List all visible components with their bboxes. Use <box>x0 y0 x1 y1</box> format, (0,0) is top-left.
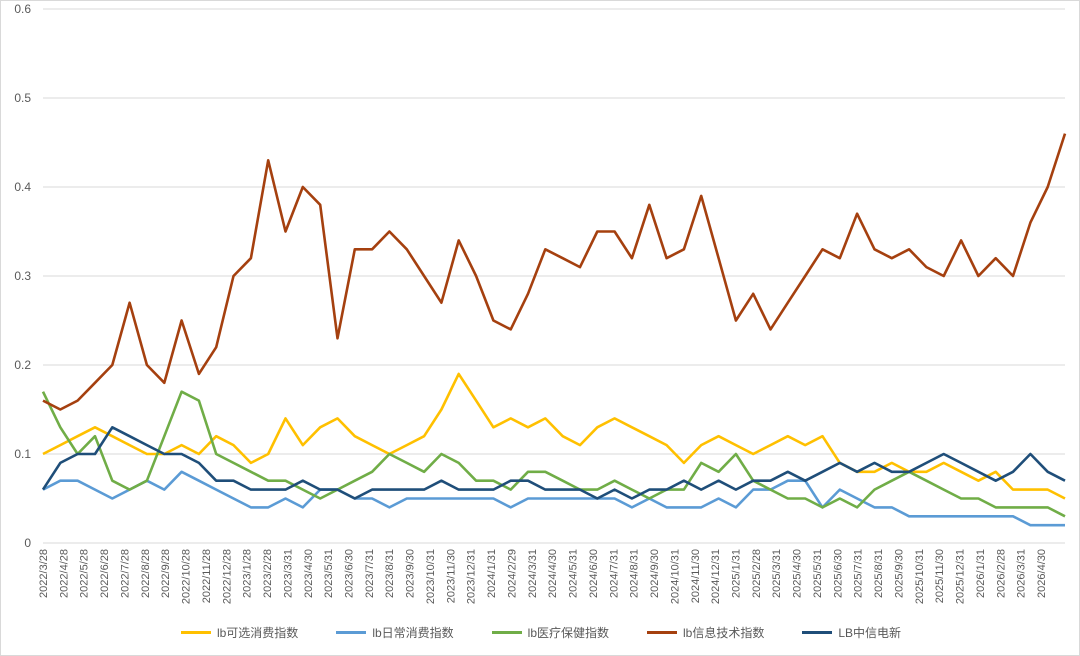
x-tick-label: 2023/3/31 <box>282 549 294 598</box>
legend-swatch <box>491 630 522 634</box>
x-tick-label: 2023/6/30 <box>344 549 356 598</box>
x-tick-label: 2025/2/28 <box>751 549 763 598</box>
x-tick-label: 2023/9/30 <box>405 549 417 598</box>
x-tick-label: 2024/9/30 <box>649 549 661 598</box>
legend-swatch <box>802 630 833 634</box>
x-tick-label: 2024/4/30 <box>547 549 559 598</box>
series-line-4 <box>41 426 1066 500</box>
x-tick-label: 2024/1/31 <box>486 549 498 598</box>
x-tick-label: 2025/3/31 <box>771 549 783 598</box>
grid <box>43 8 1065 544</box>
x-tick-label: 2024/11/30 <box>690 549 702 603</box>
legend-item-1: lb日常消费指数 <box>336 624 454 641</box>
x-tick-label: 2024/10/31 <box>669 549 681 604</box>
x-tick-label: 2024/7/31 <box>608 549 620 598</box>
x-tick-label: 2022/9/28 <box>160 549 172 598</box>
x-tick-label: 2022/6/28 <box>99 549 111 598</box>
x-tick-label: 2022/3/28 <box>38 549 50 598</box>
x-tick-label: 2026/1/31 <box>975 549 987 598</box>
x-tick-label: 2024/5/31 <box>568 549 580 598</box>
x-tick-label: 2025/10/31 <box>914 549 926 604</box>
x-tick-label: 2025/5/31 <box>812 549 824 598</box>
x-tick-label: 2025/12/31 <box>955 549 967 604</box>
x-tick-label: 2022/5/28 <box>79 549 91 598</box>
series-lines <box>41 133 1067 527</box>
x-tick-label: 2022/12/28 <box>221 549 233 604</box>
y-tick-label: 0.4 <box>14 180 31 194</box>
x-tick-label: 2022/11/28 <box>201 549 213 603</box>
series-line-1 <box>42 470 1065 527</box>
x-tick-label: 2025/6/30 <box>832 549 844 598</box>
legend-label: lb可选消费指数 <box>216 625 299 640</box>
legend-swatch <box>180 630 211 634</box>
x-tick-label: 2023/11/30 <box>445 549 457 603</box>
x-tick-label: 2026/2/28 <box>995 549 1007 598</box>
x-tick-label: 2024/6/30 <box>588 549 600 598</box>
y-tick-label: 0.6 <box>14 2 31 16</box>
x-tick-label: 2025/4/30 <box>792 549 804 598</box>
legend-item-4: LB中信电新 <box>802 624 901 641</box>
y-tick-label: 0 <box>24 536 31 550</box>
series-line-2 <box>41 390 1066 518</box>
x-tick-label: 2025/11/30 <box>934 549 946 603</box>
y-axis: 0 0.1 0.2 0.3 0.4 0.5 0.6 <box>14 2 31 550</box>
series-line-3 <box>42 133 1067 411</box>
x-tick-label: 2024/3/31 <box>527 549 539 598</box>
legend-label: lb日常消费指数 <box>372 625 454 640</box>
x-tick-label: 2024/2/29 <box>506 549 518 598</box>
legend-item-3: lb信息技术指数 <box>647 624 764 641</box>
x-tick-label: 2023/4/30 <box>303 549 315 598</box>
x-tick-label: 2022/7/28 <box>119 549 131 598</box>
x-tick-label: 2024/12/31 <box>710 549 722 604</box>
x-tick-label: 2023/5/31 <box>323 549 335 598</box>
x-tick-label: 2022/8/28 <box>140 549 152 598</box>
x-tick-label: 2022/4/28 <box>58 549 70 598</box>
x-tick-label: 2022/10/28 <box>181 549 193 604</box>
legend-label: lb信息技术指数 <box>683 625 765 640</box>
legend-item-2: lb医疗保健指数 <box>491 624 609 641</box>
legend-label: lb医疗保健指数 <box>527 625 609 640</box>
y-tick-label: 0.1 <box>14 447 31 461</box>
legend-swatch <box>336 630 367 634</box>
x-tick-label: 2023/1/28 <box>242 549 254 598</box>
x-tick-label: 2025/1/31 <box>730 549 742 598</box>
x-tick-label: 2024/8/31 <box>629 549 641 598</box>
legend: lb可选消费指数 lb日常消费指数 lb医疗保健指数 lb信息技术指数 LB中信电新 <box>1 621 1080 643</box>
x-tick-label: 2023/2/28 <box>262 549 274 598</box>
y-tick-label: 0.2 <box>14 358 31 372</box>
x-tick-label: 2023/7/31 <box>364 549 376 598</box>
series-line-0 <box>42 372 1066 500</box>
x-tick-label: 2023/8/31 <box>384 549 396 598</box>
x-tick-label: 2023/12/31 <box>466 549 478 604</box>
line-chart: 00.10.20.30.40.50.6 2022/3/28 2022/4/28 20… <box>14 2 1067 604</box>
legend-swatch <box>647 630 677 634</box>
x-tick-label: 2026/4/30 <box>1036 549 1048 598</box>
x-tick-label: 2025/8/31 <box>873 549 885 598</box>
y-tick-label: 0.3 <box>14 269 31 283</box>
x-tick-label: 2023/10/31 <box>425 549 437 604</box>
x-tick-label: 2026/3/31 <box>1016 549 1028 598</box>
x-tick-label: 2025/7/31 <box>853 549 865 598</box>
x-axis: 2022/3/28 2022/4/28 2022/5/28 2022/6/28 2022… <box>38 549 1048 604</box>
x-tick-label: 2025/9/30 <box>893 549 905 598</box>
legend-label: LB中信电新 <box>838 625 902 640</box>
legend-item-0: lb可选消费指数 <box>180 624 299 641</box>
y-tick-label: 0.5 <box>14 91 31 105</box>
